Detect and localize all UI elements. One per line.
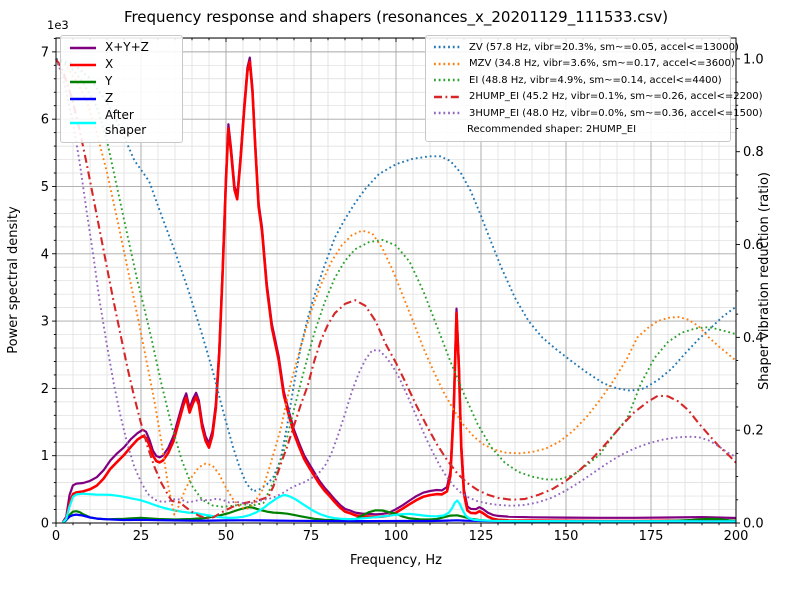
x-tick-label: 75 xyxy=(303,529,320,544)
legend-label: 3HUMP_EI (48.0 Hz, vibr=0.0%, sm~=0.36, … xyxy=(469,107,763,119)
y-right-axis-label: Shaper vibration reduction (ratio) xyxy=(757,172,772,390)
legend-item-zv: ZV (57.8 Hz, vibr=20.3%, sm~=0.05, accel… xyxy=(426,39,739,56)
y-right-tick-label: 0.2 xyxy=(743,424,764,439)
x-tick-label: 150 xyxy=(554,529,579,544)
legend-item-z: Z xyxy=(61,90,182,107)
x-tick-label: 100 xyxy=(384,529,409,544)
legend-item-ei: EI (48.8 Hz, vibr=4.9%, sm~=0.14, accel<… xyxy=(426,72,730,89)
legend-label: Y xyxy=(105,74,113,88)
legend-label: Z xyxy=(105,91,114,105)
legend-line-sample-3hump-ei xyxy=(434,112,460,115)
legend-line-sample-y xyxy=(70,80,96,83)
legend-label: 2HUMP_EI (45.2 Hz, vibr=0.1%, sm~=0.26, … xyxy=(469,91,763,102)
chart-title: Frequency response and shapers (resonanc… xyxy=(124,8,668,27)
x-tick-label: 50 xyxy=(218,529,235,544)
legend-line-sample-zv xyxy=(434,46,460,49)
legend-line-sample-x xyxy=(70,63,96,66)
legend-item-after-shaper: After shaper xyxy=(61,107,182,139)
legend-label: X xyxy=(105,57,114,71)
legend-line-sample-after-shaper xyxy=(70,121,96,125)
y-left-tick-label: 7 xyxy=(41,45,49,60)
y-right-tick-label: 1.0 xyxy=(743,52,764,67)
x-tick-label: 25 xyxy=(133,529,150,544)
legend-label: X+Y+Z xyxy=(105,40,149,54)
x-tick-label: 125 xyxy=(469,529,494,544)
legend-psd: X+Y+Z X Y Z After shaper xyxy=(60,35,183,143)
series-ei-line xyxy=(55,58,737,508)
y-left-tick-labels: 0 1 2 3 4 5 6 7 xyxy=(41,45,49,531)
legend-label: EI (48.8 Hz, vibr=4.9%, sm~=0.14, accel<… xyxy=(469,74,722,86)
legend-label: Recommended shaper: 2HUMP_EI xyxy=(467,124,637,135)
x-tick-labels: 0 25 50 75 100 125 150 175 200 xyxy=(52,529,749,544)
y-right-tick-label: 0.4 xyxy=(743,331,764,346)
legend-line-sample-2hump-ei xyxy=(434,95,460,98)
y-left-tick-label: 4 xyxy=(41,247,49,262)
x-axis-label: Frequency, Hz xyxy=(350,553,442,568)
legend-item-x: X xyxy=(61,56,182,73)
legend-line-sample-ei xyxy=(434,79,460,82)
y-right-tick-label: 0.8 xyxy=(743,145,764,160)
legend-shapers: ZV (57.8 Hz, vibr=20.3%, sm~=0.05, accel… xyxy=(425,35,763,142)
y-right-tick-labels: 0.0 0.2 0.4 0.6 0.8 1.0 xyxy=(743,52,764,531)
y-left-tick-label: 5 xyxy=(41,180,49,195)
y-left-tick-label: 2 xyxy=(41,382,49,397)
y-left-tick-label: 6 xyxy=(41,113,49,128)
legend-label: ZV (57.8 Hz, vibr=20.3%, sm~=0.05, accel… xyxy=(469,41,739,53)
legend-item-2hump-ei: 2HUMP_EI (45.2 Hz, vibr=0.1%, sm~=0.26, … xyxy=(426,89,763,106)
x-tick-label: 200 xyxy=(724,529,749,544)
series-group xyxy=(55,56,737,524)
series-mzv-line xyxy=(55,58,737,516)
legend-item-x-y-z: X+Y+Z xyxy=(61,39,182,56)
legend-label: MZV (34.8 Hz, vibr=3.6%, sm~=0.17, accel… xyxy=(469,58,735,69)
legend-item-mzv: MZV (34.8 Hz, vibr=3.6%, sm~=0.17, accel… xyxy=(426,56,735,73)
y-right-tick-label: 0.0 xyxy=(743,517,764,532)
series-x-line xyxy=(61,60,737,524)
legend-item-note: Recommended shaper: 2HUMP_EI xyxy=(426,122,730,139)
y-left-axis-label: Power spectral density xyxy=(6,206,21,354)
series-after-shaper-line xyxy=(61,492,736,524)
x-tick-label: 0 xyxy=(52,529,60,544)
series-3hump-ei-line xyxy=(55,58,737,507)
y-left-tick-label: 3 xyxy=(41,315,49,330)
series-2hump-ei-line xyxy=(55,58,737,520)
y-left-offset-text: 1e3 xyxy=(47,18,69,32)
legend-item-y: Y xyxy=(61,73,182,90)
y-left-tick-label: 1 xyxy=(41,449,49,464)
legend-item-3hump-ei: 3HUMP_EI (48.0 Hz, vibr=0.0%, sm~=0.36, … xyxy=(426,105,763,122)
legend-line-sample-mzv xyxy=(434,62,460,65)
legend-label: After shaper xyxy=(105,108,147,137)
y-right-tick-label: 0.6 xyxy=(743,238,764,253)
y-left-tick-label: 0 xyxy=(41,517,49,532)
x-tick-label: 175 xyxy=(639,529,664,544)
series-zv-line xyxy=(55,57,737,493)
legend-line-sample-x-y-z xyxy=(70,46,96,49)
legend-line-sample-z xyxy=(70,97,96,100)
